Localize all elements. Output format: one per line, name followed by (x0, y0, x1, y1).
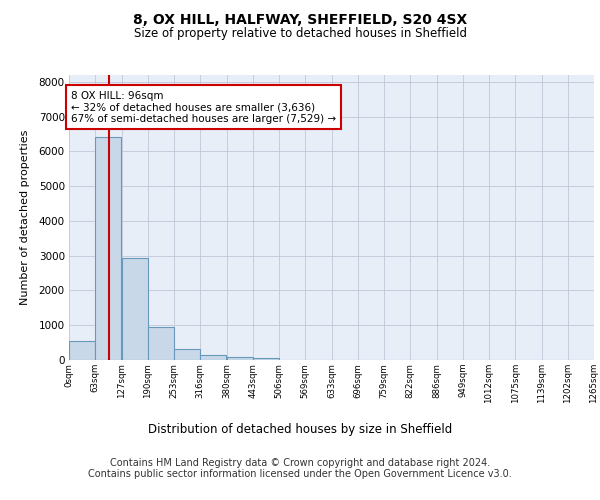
Bar (69, 341, 95, 360)
Bar (174, 348, 200, 360)
Y-axis label: Number of detached properties: Number of detached properties (20, 130, 31, 305)
Bar (95, 137, 121, 360)
Text: Distribution of detached houses by size in Sheffield: Distribution of detached houses by size … (148, 422, 452, 436)
Text: Size of property relative to detached houses in Sheffield: Size of property relative to detached ho… (133, 28, 467, 40)
Text: 8 OX HILL: 96sqm
← 32% of detached houses are smaller (3,636)
67% of semi-detach: 8 OX HILL: 96sqm ← 32% of detached house… (71, 90, 336, 124)
Text: 8, OX HILL, HALFWAY, SHEFFIELD, S20 4SX: 8, OX HILL, HALFWAY, SHEFFIELD, S20 4SX (133, 12, 467, 26)
Bar (200, 354, 226, 360)
Text: Contains HM Land Registry data © Crown copyright and database right 2024.
Contai: Contains HM Land Registry data © Crown c… (88, 458, 512, 479)
Bar (253, 358, 279, 360)
Bar (148, 326, 174, 360)
Bar (227, 356, 253, 360)
Bar (122, 258, 148, 360)
